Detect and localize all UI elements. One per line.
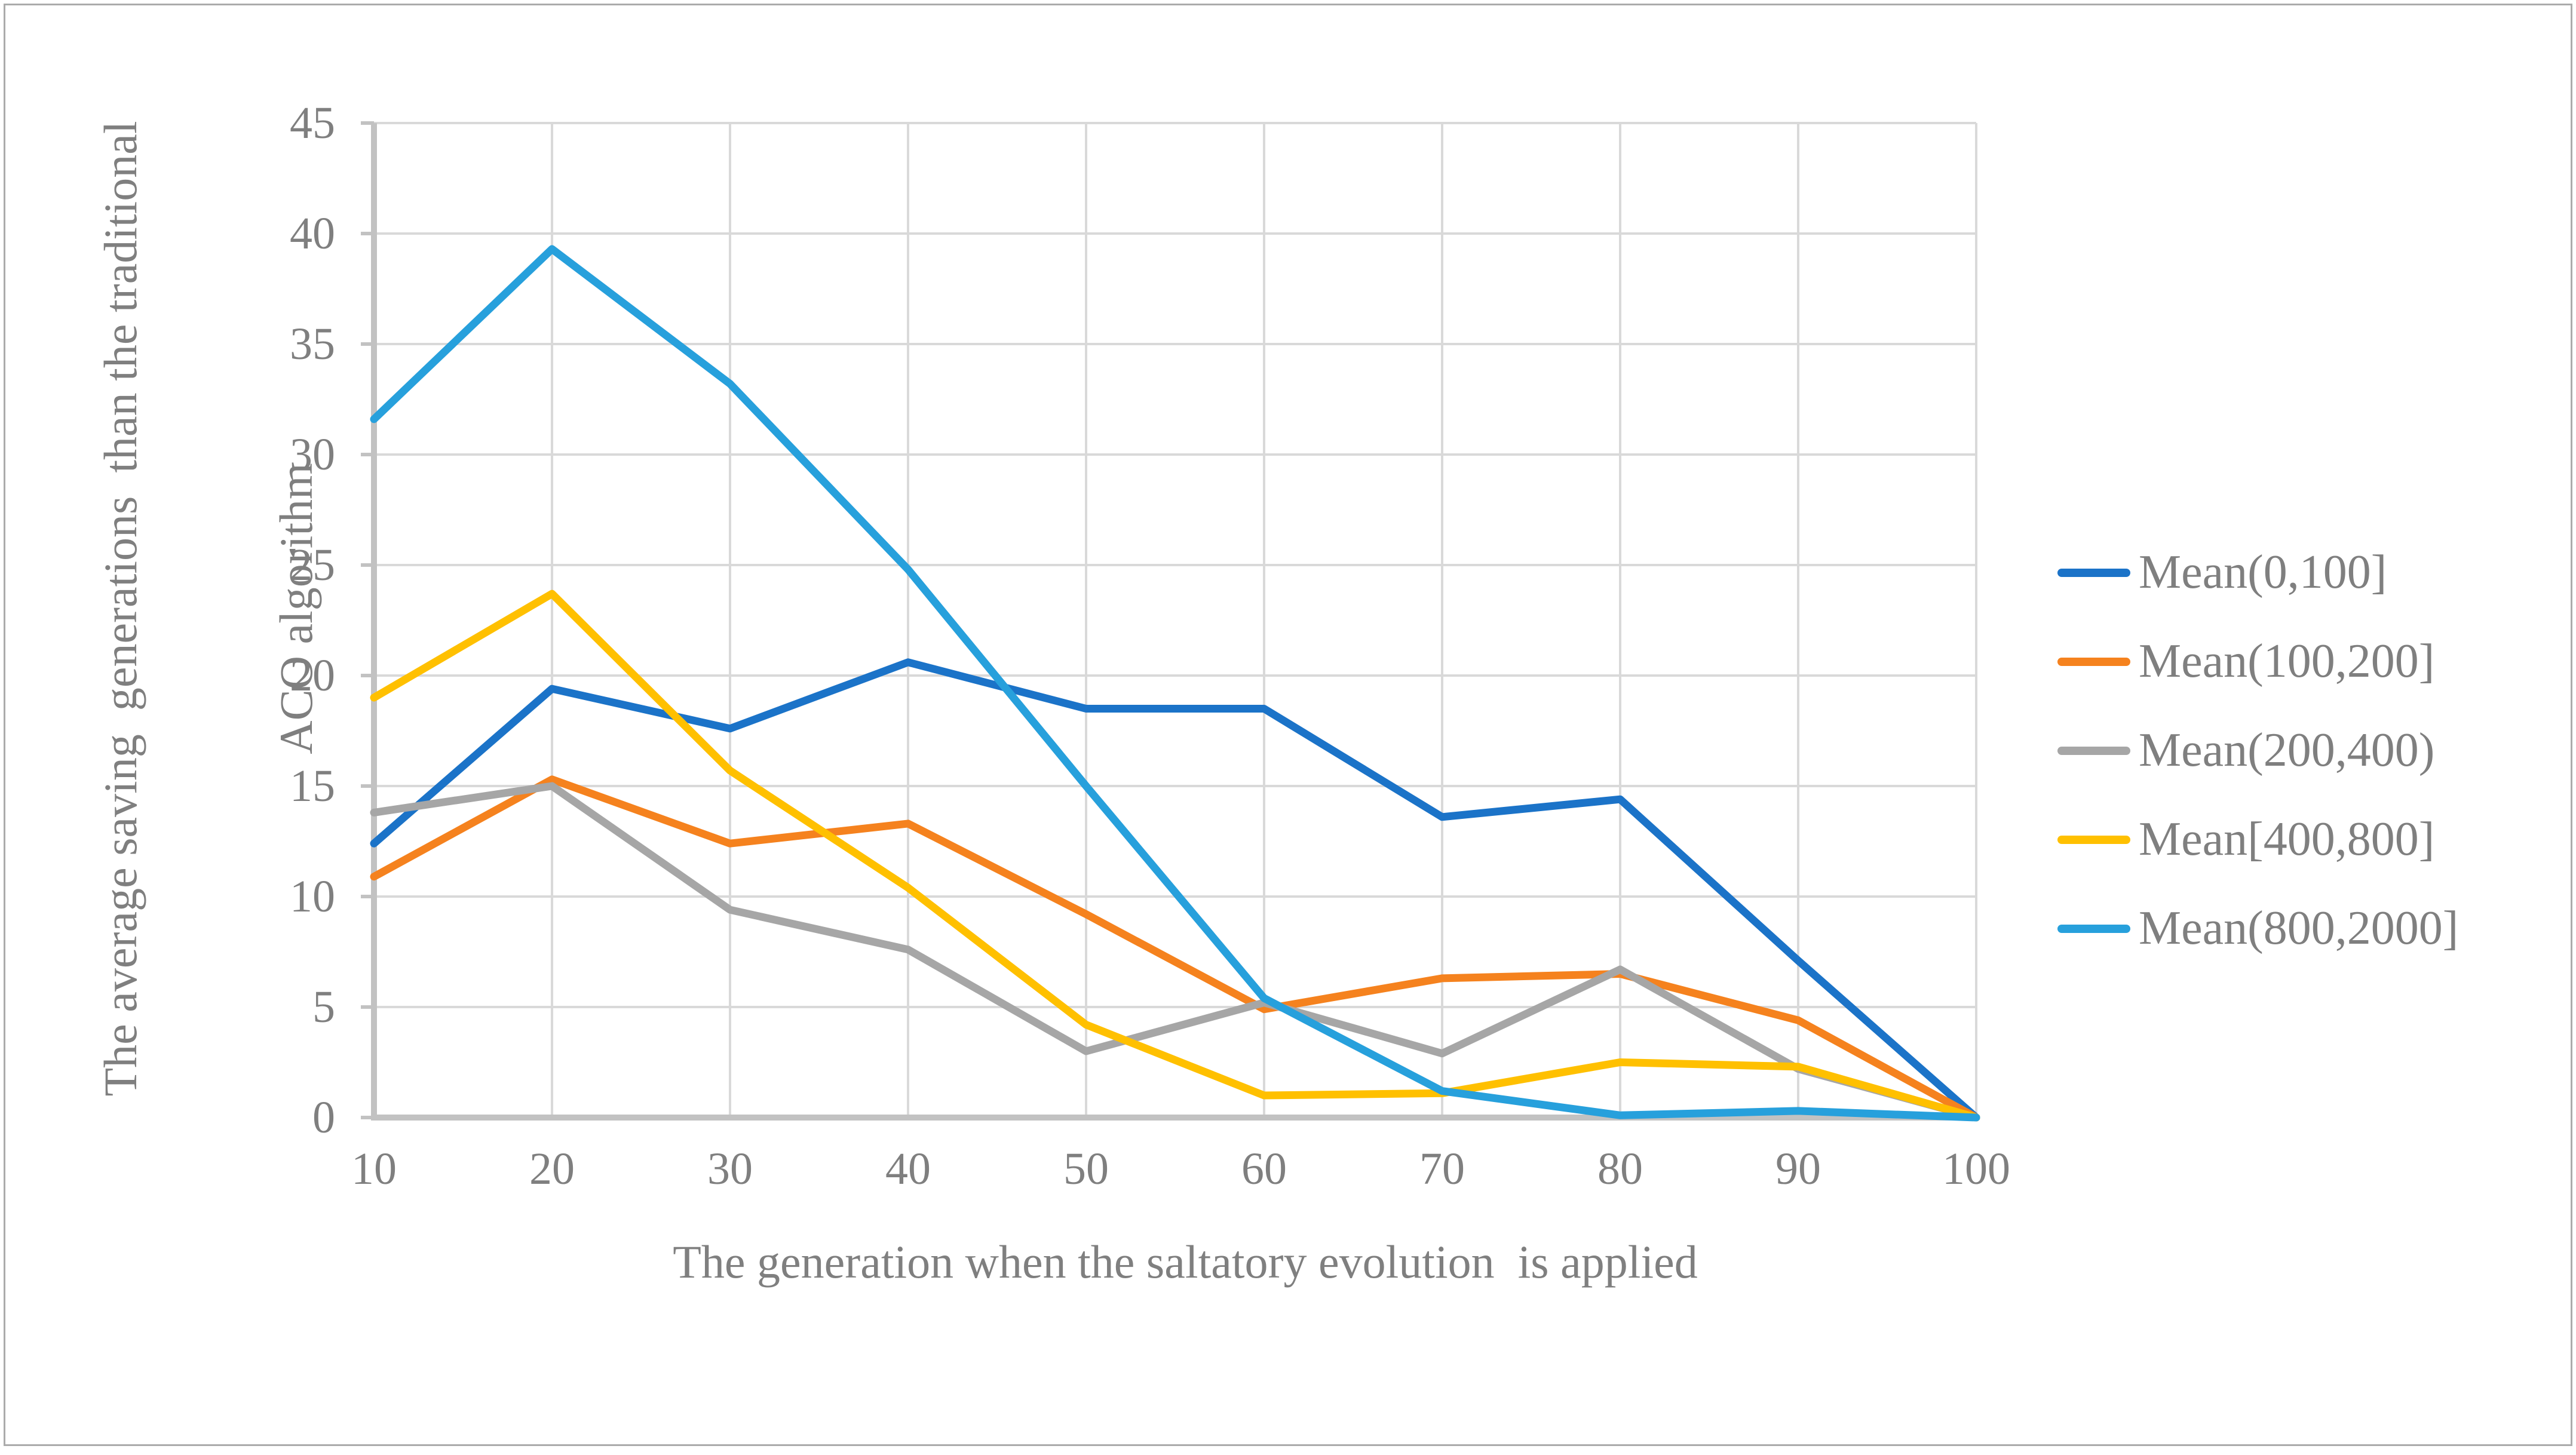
y-tick-label: 0	[312, 1092, 335, 1143]
y-tick-label: 15	[290, 761, 335, 811]
legend-swatch	[2057, 835, 2130, 844]
legend-item: Mean[400,800]	[2057, 795, 2458, 884]
x-tick-label: 80	[1597, 1144, 1643, 1194]
legend-item: Mean(800,2000]	[2057, 884, 2458, 973]
x-tick-label: 40	[885, 1144, 931, 1194]
legend-item: Mean(0,100]	[2057, 528, 2458, 617]
x-tick-label: 60	[1241, 1144, 1287, 1194]
y-tick-label: 20	[290, 650, 335, 701]
series-line-Mean(100,200]	[370, 775, 1980, 1122]
y-axis-title-line1: The average saving generations than the …	[94, 121, 146, 1097]
gridlines	[373, 122, 1977, 1119]
y-axis-title-line2: ACO algorithm	[270, 463, 322, 754]
legend-swatch	[2057, 657, 2130, 666]
x-tick-label: 70	[1419, 1144, 1465, 1194]
legend-label: Mean[400,800]	[2139, 813, 2435, 865]
y-tick-label: 45	[290, 98, 335, 148]
y-tick-label: 5	[312, 982, 335, 1032]
legend-item: Mean(100,200]	[2057, 617, 2458, 706]
legend-swatch	[2057, 924, 2130, 933]
x-axis-title: The generation when the saltatory evolut…	[673, 1236, 1698, 1288]
x-tick-label: 100	[1942, 1144, 2010, 1194]
legend-swatch	[2057, 746, 2130, 755]
legend-swatch	[2057, 568, 2130, 577]
chart-figure: The average saving generations than the …	[4, 4, 2572, 1446]
series-lines	[370, 245, 1980, 1122]
legend-label: Mean(200,400)	[2139, 724, 2435, 776]
x-tick-label: 20	[529, 1144, 575, 1194]
legend-label: Mean(0,100]	[2139, 546, 2387, 598]
line-chart	[361, 121, 1980, 1122]
legend: Mean(0,100] Mean(100,200] Mean(200,400) Mea…	[2057, 528, 2458, 973]
x-tick-label: 10	[351, 1144, 397, 1194]
x-tick-label: 30	[707, 1144, 753, 1194]
series-line-Mean(0,100]	[370, 658, 1980, 1122]
y-tick-label: 25	[290, 540, 335, 590]
x-tick-label: 50	[1063, 1144, 1109, 1194]
x-tick-label: 90	[1775, 1144, 1821, 1194]
y-tick-label: 30	[290, 429, 335, 480]
y-tick-label: 35	[290, 319, 335, 369]
series-line-Mean[400,800]	[370, 590, 1980, 1122]
legend-item: Mean(200,400)	[2057, 706, 2458, 795]
legend-label: Mean(800,2000]	[2139, 902, 2459, 954]
y-tick-label: 40	[290, 208, 335, 259]
axes	[361, 121, 1976, 1121]
y-axis-title: The average saving generations than the …	[0, 0, 443, 1266]
series-line-Mean(800,2000]	[370, 245, 1980, 1122]
y-tick-label: 10	[290, 871, 335, 922]
series-line-Mean(200,400)	[370, 782, 1980, 1122]
legend-label: Mean(100,200]	[2139, 635, 2435, 687]
